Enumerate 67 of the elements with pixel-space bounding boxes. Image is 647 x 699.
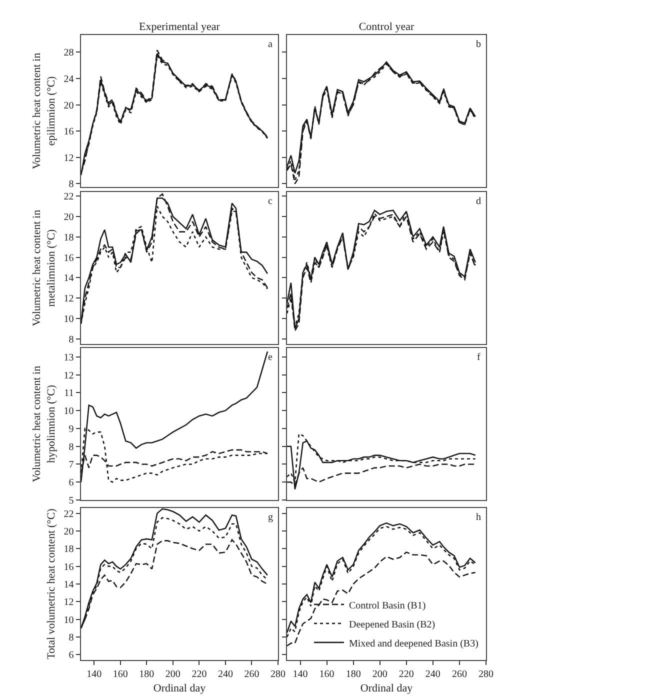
- y-tick-label: 6: [68, 650, 74, 662]
- x-tick-label: 220: [398, 669, 414, 680]
- y-axis-title: Volumetric heat content in metalimnion (°C): [31, 209, 58, 326]
- annotation: h: [476, 512, 481, 523]
- y-tick-label: 8: [68, 632, 74, 644]
- y-axis-title: Total volumetric heat content (°C): [46, 508, 58, 660]
- annotation: a: [268, 39, 273, 50]
- x-tick-label: 180: [346, 669, 361, 680]
- y-tick-label: 20: [64, 100, 74, 112]
- legend-label: Deepened Basin (B2): [349, 619, 436, 630]
- y-tick-label: 22: [64, 192, 74, 203]
- x-tick-label: 140: [86, 669, 102, 680]
- x-axis-title: Ordinal day: [153, 682, 206, 694]
- x-tick-label: 240: [218, 669, 233, 680]
- y-tick-label: 16: [64, 126, 74, 138]
- annotation: g: [268, 512, 273, 523]
- y-tick-label: 16: [64, 252, 74, 264]
- y-tick-label: 18: [64, 232, 74, 244]
- y-tick-label: 13: [64, 352, 74, 364]
- annotation: e: [268, 352, 273, 363]
- y-tick-label: 14: [64, 580, 74, 590]
- legend-label: Mixed and deepened Basin (B3): [349, 638, 478, 650]
- annotation: f: [477, 352, 481, 363]
- x-tick-label: 260: [452, 669, 467, 680]
- y-tick-label: 5: [68, 496, 74, 506]
- x-tick-label: 280: [478, 669, 494, 680]
- annotation: c: [268, 196, 273, 207]
- y-tick-label: 9: [68, 424, 74, 435]
- x-tick-label: 220: [192, 669, 207, 680]
- y-tick-label: 10: [64, 406, 74, 418]
- x-tick-label: 240: [425, 669, 440, 680]
- y-tick-label: 12: [64, 152, 74, 164]
- annotation: d: [476, 196, 481, 207]
- y-tick-label: 8: [68, 442, 74, 453]
- x-tick-label: 200: [165, 669, 180, 680]
- y-tick-label: 20: [64, 526, 74, 538]
- annotation: b: [476, 39, 481, 50]
- y-tick-label: 6: [68, 478, 74, 489]
- y-tick-label: 11: [64, 388, 74, 400]
- x-tick-label: 140: [292, 669, 308, 680]
- y-tick-label: 8: [68, 179, 74, 190]
- y-tick-label: 12: [64, 597, 74, 608]
- y-tick-label: 18: [64, 544, 74, 556]
- y-tick-label: 28: [64, 48, 74, 59]
- y-axis-title: Volumetric heat content in epilimnion (°C): [31, 52, 58, 170]
- y-tick-label: 10: [64, 314, 74, 325]
- y-tick-label: 7: [68, 460, 74, 471]
- x-tick-label: 280: [270, 669, 286, 680]
- y-tick-label: 22: [64, 508, 74, 520]
- y-tick-label: 20: [64, 212, 74, 223]
- x-tick-label: 260: [244, 669, 260, 680]
- x-tick-label: 200: [372, 669, 388, 680]
- y-tick-label: 12: [64, 294, 74, 305]
- x-tick-label: 160: [319, 669, 334, 680]
- chart-title: Experimental year: [139, 21, 220, 33]
- y-tick-label: 16: [64, 562, 74, 573]
- x-tick-label: 160: [112, 669, 128, 680]
- x-tick-label: 180: [139, 669, 154, 680]
- y-tick-label: 8: [68, 334, 74, 346]
- y-tick-label: 24: [64, 74, 74, 85]
- x-axis-title: Ordinal day: [360, 682, 414, 694]
- y-tick-label: 10: [64, 614, 74, 626]
- chart-title: Control year: [358, 21, 414, 33]
- y-tick-label: 14: [64, 273, 74, 284]
- legend-label: Control Basin (B1): [349, 600, 426, 612]
- y-tick-label: 12: [64, 370, 74, 382]
- y-axis-title: Volumetric heat content in hypolimnion (°C): [31, 365, 58, 482]
